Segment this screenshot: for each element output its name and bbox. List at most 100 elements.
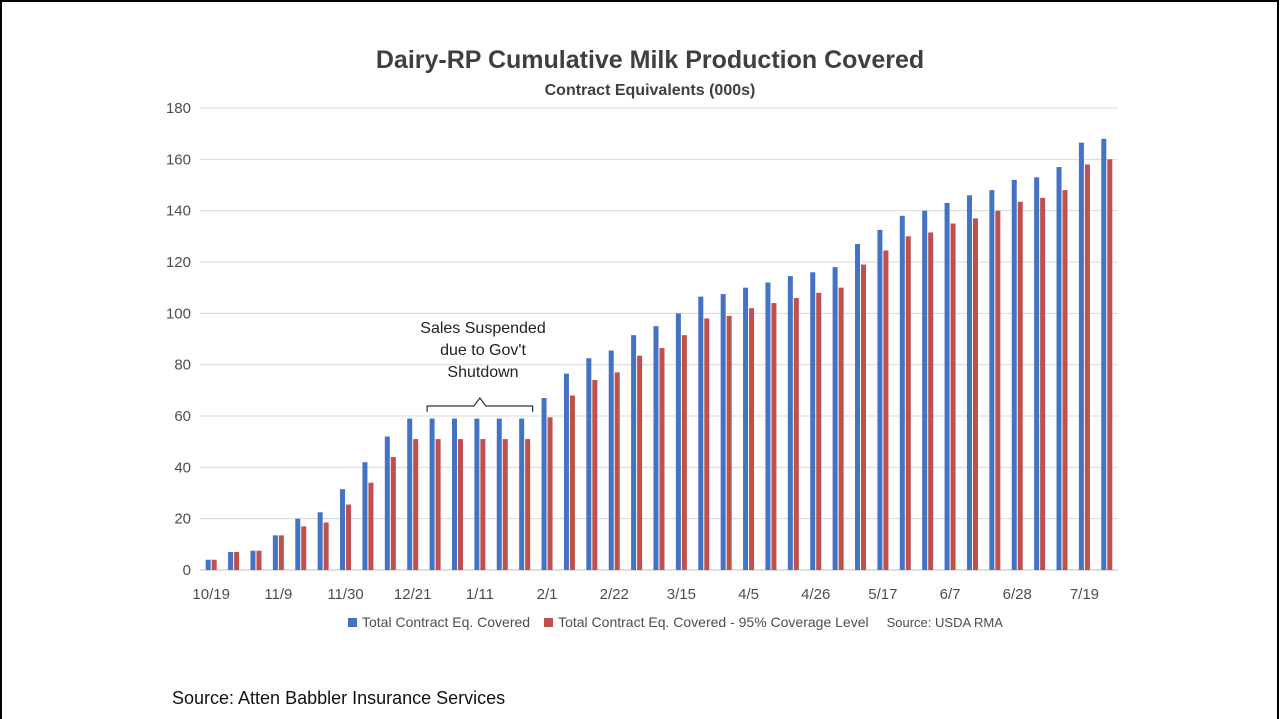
shutdown-bracket [426,397,534,412]
bar-coverage-95 [592,380,598,570]
annotation-bracket [426,397,534,412]
bar-total [362,462,368,570]
bar-coverage-95 [480,439,486,570]
bar-coverage-95 [771,303,777,570]
bar-total [451,418,457,570]
bar-coverage-95 [1062,190,1068,570]
bar-total [966,195,972,570]
bar-total [1101,138,1107,571]
x-tick-label: 12/21 [394,586,432,603]
bar-coverage-95 [413,439,419,570]
footer-source: Source: Atten Babbler Insurance Services [172,688,506,708]
x-tick-label: 7/19 [1070,586,1099,603]
bar-total [429,418,435,570]
legend-swatch-red [544,617,554,627]
bar-coverage-95 [435,439,441,570]
legend-item: Total Contract Eq. Covered - 95% Coverag… [544,614,869,630]
bar-coverage-95 [972,218,978,570]
bar-coverage-95 [838,287,844,570]
bar-total [205,559,211,570]
legend-swatch-blue [348,617,357,627]
bar-coverage-95 [704,318,710,570]
x-tick-label: 1/11 [466,586,494,603]
y-tick-label: 80 [174,357,191,374]
legend-source: Source: USDA RMA [886,614,1003,630]
bar-total [698,296,704,570]
bar-coverage-95 [1107,159,1113,571]
x-tick-label: 4/5 [738,586,759,603]
y-tick-label: 20 [174,511,191,528]
bar-total [832,267,838,570]
annotation-line: Sales Suspended [420,320,546,337]
bar-total [944,202,950,570]
bar-total [855,244,861,571]
x-tick-label: 11/30 [327,586,363,603]
bar-coverage-95 [749,308,755,570]
bar-total [407,418,413,570]
bar-total [1034,177,1040,571]
bar-coverage-95 [681,335,687,570]
bar-coverage-95 [301,526,307,570]
y-tick-label: 140 [166,203,191,220]
bar-total [1056,167,1062,571]
bar-coverage-95 [883,250,889,570]
bar-total [653,326,659,570]
y-tick-label: 120 [166,254,191,271]
legend-label: Total Contract Eq. Covered [362,614,531,630]
bar-total [384,436,390,570]
bar-total [250,550,256,570]
bar-total [272,535,278,570]
gridlines [200,107,1118,571]
bar-total [1078,142,1084,570]
bar-total [1011,179,1017,570]
bar-total [317,512,323,570]
x-tick-label: 6/7 [940,586,961,603]
bar-coverage-95 [659,347,665,570]
bar-coverage-95 [726,315,732,570]
bar-coverage-95 [614,372,620,570]
bar-coverage-95 [525,439,531,570]
bar-total [787,276,793,570]
bar-total [720,294,726,570]
bar-coverage-95 [256,550,262,570]
chart-subtitle: Contract Equivalents (000s) [544,82,756,99]
y-tick-label: 0 [183,562,191,579]
bar-coverage-95 [1084,164,1090,570]
bar-coverage-95 [457,439,463,570]
bar-coverage-95 [502,439,508,570]
bar-total [922,210,928,570]
x-tick-label: 5/17 [868,586,897,603]
bar-coverage-95 [368,482,374,570]
x-tick-label: 3/15 [667,586,696,603]
bar-coverage-95 [234,552,240,570]
bar-total [295,518,301,570]
bar-coverage-95 [905,236,911,571]
x-axis-ticks: 10/19 11/9 11/30 12/21 1/11 2/1 2/22 3/15 4/5 4/2… [192,586,1099,603]
annotation-line: Shutdown [447,364,519,381]
bar-total [519,418,525,570]
bar-coverage-95 [547,417,553,570]
bar-total [631,335,637,570]
bar-total [810,272,816,570]
bar-coverage-95 [211,559,217,570]
bar-total [340,489,346,570]
bar-coverage-95 [1017,201,1023,570]
y-tick-label: 160 [166,151,191,168]
bar-total [563,373,569,570]
chart-title: Dairy-RP Cumulative Milk Production Cove… [375,46,925,74]
bar-total [541,398,547,570]
bar-coverage-95 [995,210,1001,570]
bar-total [496,418,502,570]
bar-total [743,287,749,570]
x-tick-label: 10/19 [192,586,230,603]
bar-coverage-95 [861,264,867,570]
bar-coverage-95 [278,535,284,570]
x-tick-label: 2/22 [600,586,629,603]
bar-coverage-95 [816,292,822,570]
x-tick-label: 6/28 [1003,586,1032,603]
legend-item: Total Contract Eq. Covered [348,614,530,630]
bar-total [675,313,681,570]
bar-coverage-95 [346,504,352,570]
